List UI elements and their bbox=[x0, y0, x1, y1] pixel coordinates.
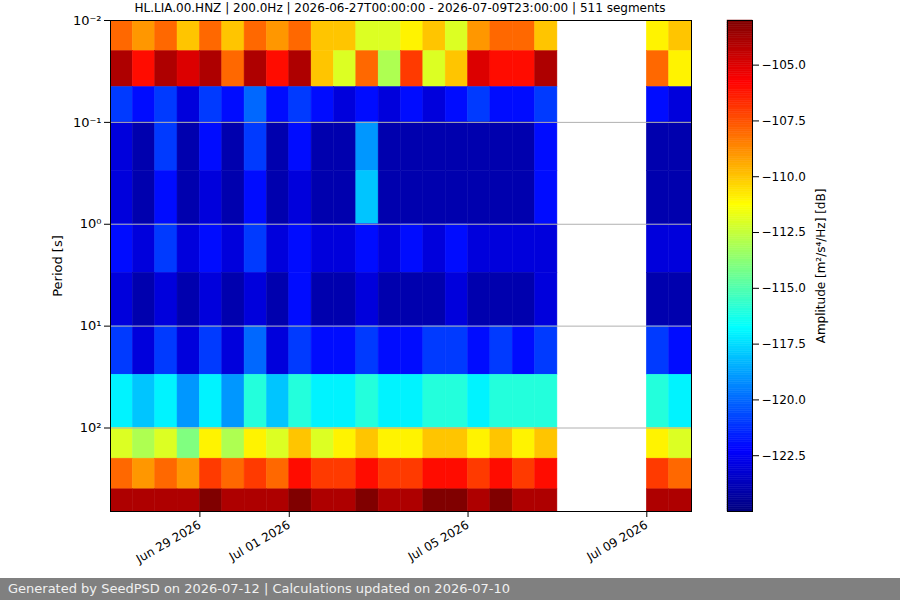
svg-text:Jul 09 2026: Jul 09 2026 bbox=[584, 518, 651, 565]
svg-text:10⁻¹: 10⁻¹ bbox=[73, 115, 102, 130]
svg-text:Amplitude [m²/s⁴/Hz] [dB]: Amplitude [m²/s⁴/Hz] [dB] bbox=[814, 189, 828, 344]
svg-text:−110.0: −110.0 bbox=[762, 170, 806, 184]
svg-text:10⁻²: 10⁻² bbox=[73, 13, 102, 28]
svg-text:−107.5: −107.5 bbox=[762, 114, 806, 128]
svg-text:10⁰: 10⁰ bbox=[80, 216, 102, 231]
html-text:HL.LIA.00.HNZ | 200.0Hz | 2026: HL.LIA.00.HNZ | 200.0Hz | 2026-06-27T00:… bbox=[134, 1, 666, 15]
svg-text:Jul 05 2026: Jul 05 2026 bbox=[405, 518, 472, 565]
svg-text:−105.0: −105.0 bbox=[762, 58, 806, 72]
svg-text:−120.0: −120.0 bbox=[762, 393, 806, 407]
html-text:Generated by SeedPSD on 2026-0: Generated by SeedPSD on 2026-07-12 | Cal… bbox=[8, 581, 510, 596]
svg-text:−112.5: −112.5 bbox=[762, 225, 806, 239]
svg-text:10²: 10² bbox=[80, 420, 102, 435]
svg-text:−117.5: −117.5 bbox=[762, 337, 806, 351]
svg-text:10¹: 10¹ bbox=[80, 318, 102, 333]
svg-text:Jun 29 2026: Jun 29 2026 bbox=[133, 518, 203, 567]
svg-text:Jul 01 2026: Jul 01 2026 bbox=[226, 518, 293, 565]
svg-text:−122.5: −122.5 bbox=[762, 449, 806, 463]
svg-text:−115.0: −115.0 bbox=[762, 281, 806, 295]
svg-text:Period [s]: Period [s] bbox=[50, 235, 65, 297]
